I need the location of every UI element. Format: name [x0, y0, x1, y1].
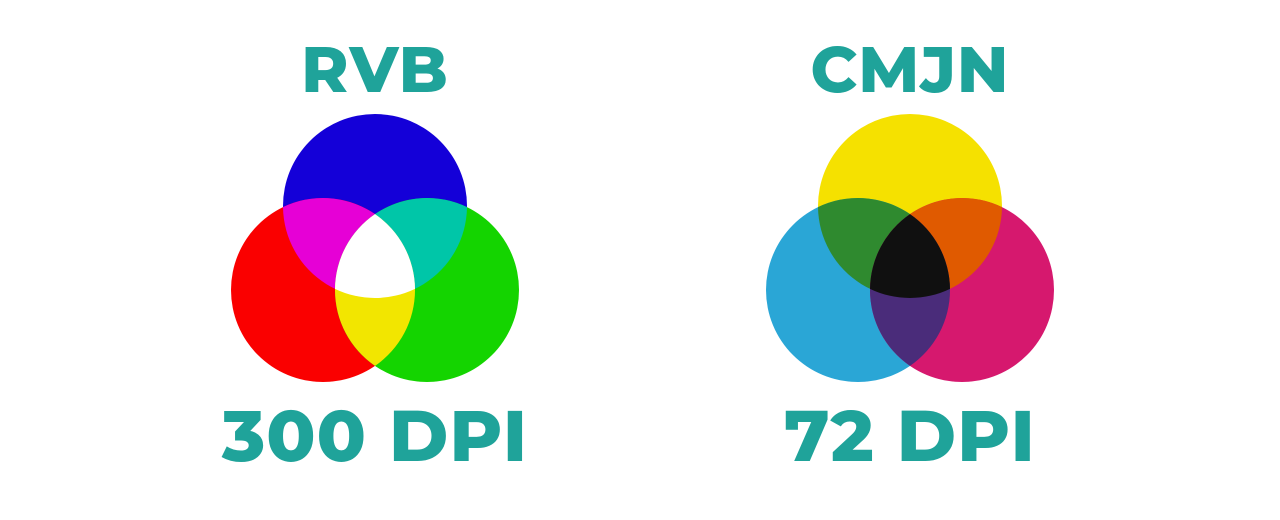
venn-rvb [205, 108, 545, 398]
title-cmjn: CMJN [710, 38, 1110, 102]
panel-rvb: RVB 300 DPI [175, 38, 575, 472]
infographic-stage: RVB 300 DPI CMJN 72 DPI [0, 0, 1280, 520]
venn-cmjn [740, 108, 1080, 398]
title-rvb: RVB [175, 38, 575, 102]
venn-cmjn-svg [740, 108, 1080, 398]
venn-rvb-svg [205, 108, 545, 398]
footer-rvb-dpi: 300 DPI [175, 400, 575, 472]
panel-cmjn: CMJN 72 DPI [710, 38, 1110, 472]
footer-cmjn-dpi: 72 DPI [710, 400, 1110, 472]
